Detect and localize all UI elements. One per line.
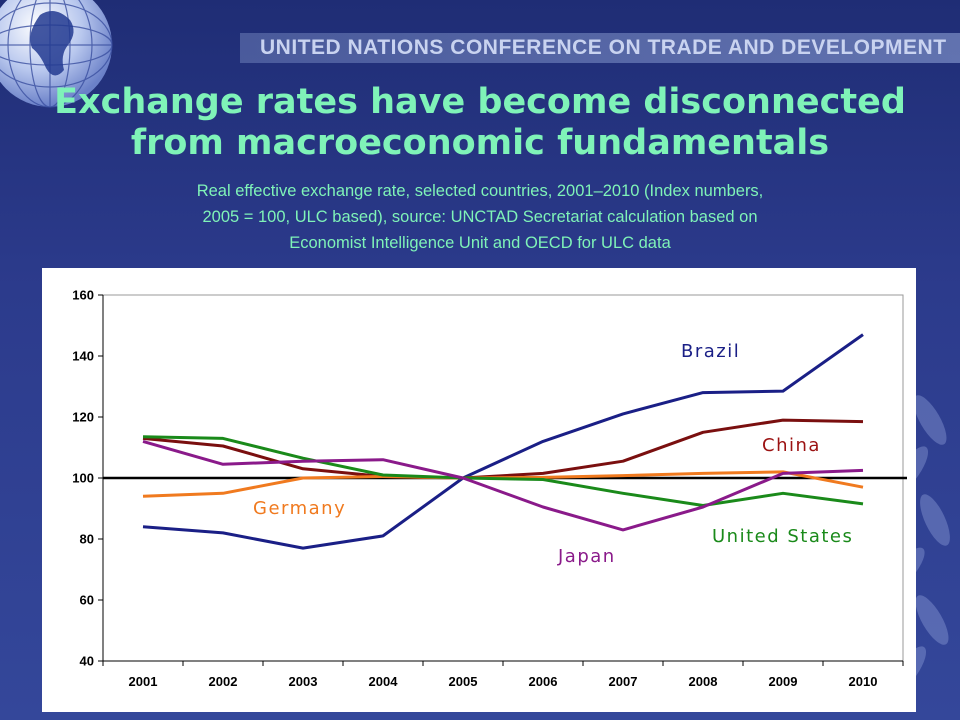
x-tick-label-2005: 2005 (449, 674, 478, 689)
series-label-japan: Japan (557, 546, 616, 567)
x-tick-label-2003: 2003 (289, 674, 318, 689)
org-banner (240, 33, 960, 63)
x-tick-label-2010: 2010 (849, 674, 878, 689)
x-tick-label-2002: 2002 (209, 674, 238, 689)
series-line-united-states (142, 435, 864, 507)
series-label-germany: Germany (253, 498, 346, 519)
un-globe-icon (0, 0, 113, 108)
org-name: UNITED NATIONS CONFERENCE ON TRADE AND D… (260, 36, 947, 59)
y-tick-label-60: 60 (80, 593, 94, 608)
series-label-brazil: Brazil (681, 341, 740, 362)
series-line-japan (142, 439, 864, 532)
y-tick-label-40: 40 (80, 654, 94, 669)
slide-title: Exchange rates have become disconnected … (0, 82, 960, 164)
y-tick-label-100: 100 (72, 471, 94, 486)
chart-subtitle-line-2: 2005 = 100, ULC based), source: UNCTAD S… (202, 208, 758, 226)
series-line-china (142, 418, 864, 480)
chart-subtitle-line-3: Economist Intelligence Unit and OECD for… (289, 234, 671, 252)
chart-subtitle: Real effective exchange rate, selected c… (70, 178, 890, 256)
x-tick-label-2006: 2006 (529, 674, 558, 689)
chart-panel: 40 60 80 100 120 140 160 2001 2002 2003 2004 2005 20… (42, 268, 916, 712)
x-tick-label-2001: 2001 (129, 674, 158, 689)
x-tick-label-2008: 2008 (689, 674, 718, 689)
slide-title-line-2: from macroeconomic fundamentals (130, 123, 830, 163)
slide-title-line-1: Exchange rates have become disconnected (54, 82, 906, 122)
y-tick-label-160: 160 (72, 288, 94, 303)
series-line-brazil (142, 333, 864, 550)
series-label-china: China (762, 435, 821, 456)
y-tick-label-140: 140 (72, 349, 94, 364)
y-tick-label-120: 120 (72, 410, 94, 425)
chart-subtitle-line-1: Real effective exchange rate, selected c… (196, 182, 764, 200)
series-label-united-states: United States (712, 526, 853, 547)
x-tick-label-2009: 2009 (769, 674, 798, 689)
x-tick-label-2004: 2004 (369, 674, 399, 689)
y-tick-label-80: 80 (80, 532, 94, 547)
line-chart: 40 60 80 100 120 140 160 2001 2002 2003 2004 2005 20… (72, 288, 907, 689)
x-tick-label-2007: 2007 (609, 674, 638, 689)
